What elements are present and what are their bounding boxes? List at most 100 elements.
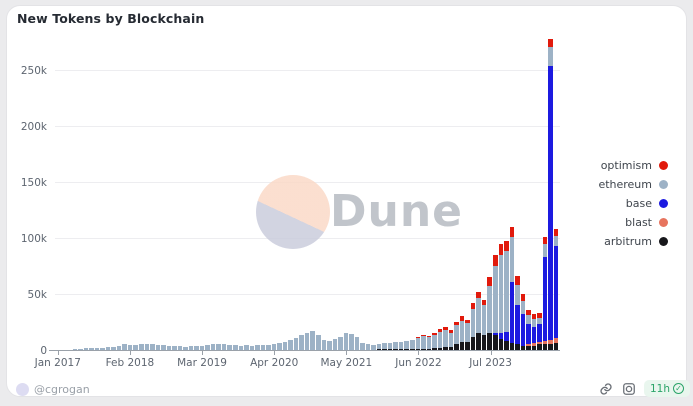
legend-item-base[interactable]: base <box>598 194 668 213</box>
stacked-bar[interactable] <box>415 337 421 350</box>
stacked-bar[interactable] <box>310 330 315 350</box>
stacked-bar[interactable] <box>83 348 89 350</box>
stacked-bar[interactable] <box>244 345 249 350</box>
stacked-bar[interactable] <box>127 344 133 350</box>
stacked-bar[interactable] <box>426 335 432 350</box>
stacked-bar[interactable] <box>155 344 161 350</box>
stacked-bar[interactable] <box>531 314 537 350</box>
stacked-bar[interactable] <box>205 345 210 350</box>
stacked-bar[interactable] <box>105 347 111 350</box>
stacked-bar[interactable] <box>238 345 244 350</box>
stacked-bar[interactable] <box>177 346 183 350</box>
stacked-bar[interactable] <box>481 299 487 350</box>
stacked-bar[interactable] <box>354 336 360 350</box>
stacked-bar[interactable] <box>421 334 426 350</box>
stacked-bar[interactable] <box>327 341 332 350</box>
stacked-bar[interactable] <box>360 343 365 350</box>
stacked-bar[interactable] <box>277 343 282 350</box>
legend-item-optimism[interactable]: optimism <box>598 156 668 175</box>
stacked-bar[interactable] <box>432 332 437 350</box>
stacked-bar[interactable] <box>144 343 150 350</box>
bar-segment-arbitrum <box>520 345 526 350</box>
stacked-bar[interactable] <box>437 329 443 350</box>
stacked-bar[interactable] <box>304 333 310 350</box>
stacked-bar[interactable] <box>216 343 221 350</box>
stacked-bar[interactable] <box>349 334 354 350</box>
stacked-bar[interactable] <box>271 344 277 350</box>
stacked-bar[interactable] <box>122 344 127 350</box>
stacked-bar[interactable] <box>150 344 155 350</box>
stacked-bar[interactable] <box>172 345 177 350</box>
stacked-bar[interactable] <box>100 347 105 350</box>
legend-item-blast[interactable]: blast <box>598 213 668 232</box>
stacked-bar[interactable] <box>459 316 465 350</box>
stacked-bar[interactable] <box>465 319 470 350</box>
stacked-bar[interactable] <box>520 294 526 350</box>
stacked-bar[interactable] <box>492 254 498 350</box>
stacked-bar[interactable] <box>227 344 232 350</box>
stacked-bar[interactable] <box>78 348 83 350</box>
stacked-bar[interactable] <box>398 341 404 350</box>
stacked-bar[interactable] <box>293 337 299 350</box>
stacked-bar[interactable] <box>526 309 531 350</box>
stacked-bar[interactable] <box>338 336 343 350</box>
stacked-bar[interactable] <box>487 277 492 350</box>
stacked-bar[interactable] <box>448 329 454 350</box>
legend-item-arbitrum[interactable]: arbitrum <box>598 232 668 251</box>
camera-icon[interactable] <box>622 382 636 396</box>
stacked-bar[interactable] <box>94 347 100 350</box>
stacked-bar[interactable] <box>470 302 476 350</box>
stacked-bar[interactable] <box>476 291 481 350</box>
stacked-bar[interactable] <box>537 313 542 350</box>
bar-segment-base <box>492 333 498 336</box>
stacked-bar[interactable] <box>315 335 321 350</box>
stacked-bar[interactable] <box>266 345 271 350</box>
bar-segment-ethereum <box>105 347 111 350</box>
stacked-bar[interactable] <box>443 327 448 350</box>
stacked-bar[interactable] <box>332 339 338 350</box>
stacked-bar[interactable] <box>376 343 382 350</box>
stacked-bar[interactable] <box>255 345 260 350</box>
stacked-bar[interactable] <box>498 243 504 350</box>
stacked-bar[interactable] <box>166 345 172 350</box>
stacked-bar[interactable] <box>371 344 376 350</box>
stacked-bar[interactable] <box>199 345 205 350</box>
stacked-bar[interactable] <box>548 38 553 350</box>
stacked-bar[interactable] <box>321 339 327 350</box>
stacked-bar[interactable] <box>410 339 415 350</box>
stacked-bar[interactable] <box>210 344 216 350</box>
stacked-bar[interactable] <box>116 346 122 350</box>
freshness-badge[interactable]: 11h ✓ <box>644 380 691 397</box>
stacked-bar[interactable] <box>299 335 304 350</box>
stacked-bar[interactable] <box>454 322 459 350</box>
stacked-bar[interactable] <box>387 342 393 350</box>
stacked-bar[interactable] <box>194 345 199 350</box>
stacked-bar[interactable] <box>188 346 194 350</box>
stacked-bar[interactable] <box>133 345 138 350</box>
legend-item-ethereum[interactable]: ethereum <box>598 175 668 194</box>
stacked-bar[interactable] <box>111 346 116 350</box>
stacked-bar[interactable] <box>382 342 387 350</box>
stacked-bar[interactable] <box>365 344 371 350</box>
stacked-bar[interactable] <box>343 333 349 350</box>
stacked-bar[interactable] <box>221 344 227 350</box>
stacked-bar[interactable] <box>404 340 409 350</box>
stacked-bar[interactable] <box>393 342 398 350</box>
link-icon[interactable] <box>599 382 613 396</box>
stacked-bar[interactable] <box>509 226 515 350</box>
stacked-bar[interactable] <box>161 345 166 350</box>
stacked-bar[interactable] <box>515 276 520 350</box>
stacked-bar[interactable] <box>288 339 293 350</box>
stacked-bar[interactable] <box>233 345 238 350</box>
stacked-bar[interactable] <box>504 241 509 350</box>
stacked-bar[interactable] <box>249 345 255 350</box>
stacked-bar[interactable] <box>89 348 94 350</box>
stacked-bar[interactable] <box>542 236 548 350</box>
stacked-bar[interactable] <box>138 344 144 350</box>
stacked-bar[interactable] <box>553 229 559 350</box>
stacked-bar[interactable] <box>183 346 188 350</box>
bar-segment-ethereum <box>476 298 481 334</box>
stacked-bar[interactable] <box>260 344 266 350</box>
stacked-bar[interactable] <box>72 349 78 350</box>
stacked-bar[interactable] <box>282 341 288 350</box>
